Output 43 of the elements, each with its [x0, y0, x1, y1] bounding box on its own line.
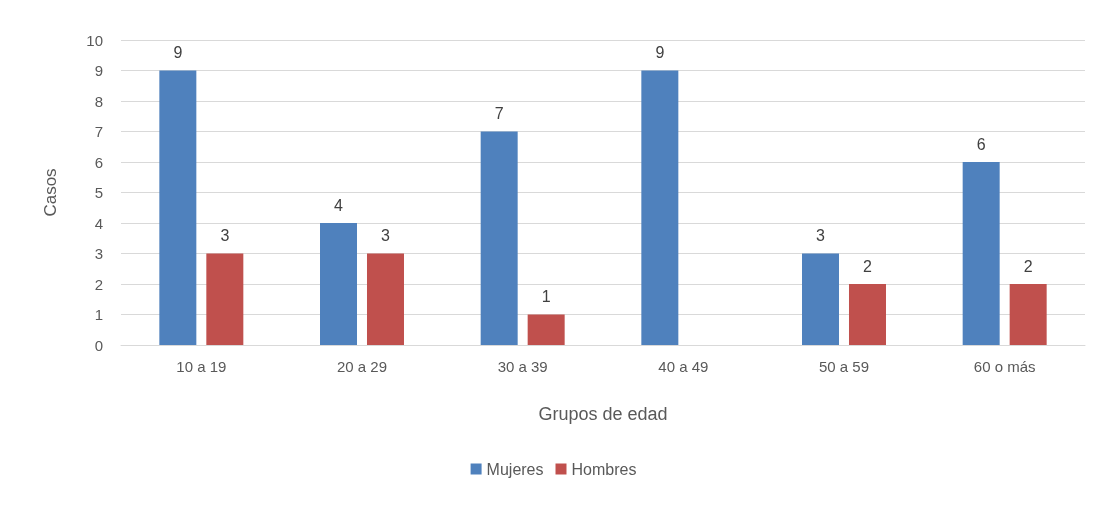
y-tick-label: 6 — [94, 153, 103, 171]
y-tick-label: 7 — [94, 123, 103, 140]
data-label: 2 — [1023, 257, 1033, 275]
bar — [641, 70, 679, 345]
y-tick-label: 4 — [94, 214, 103, 232]
legend-label: Mujeres — [486, 460, 544, 478]
data-label: 2 — [863, 257, 873, 275]
y-tick-label: 10 — [86, 31, 103, 49]
x-tick-label: 10 a 19 — [176, 358, 227, 375]
bar — [206, 253, 244, 345]
bar — [480, 131, 518, 345]
bar — [320, 223, 358, 345]
bar — [367, 253, 404, 345]
data-label: 3 — [381, 227, 391, 244]
data-label: 9 — [655, 44, 665, 61]
bar — [849, 284, 886, 345]
bar — [962, 162, 1000, 345]
data-label: 3 — [816, 227, 826, 244]
y-axis-title: Casos — [41, 168, 60, 217]
legend-label: Hombres — [571, 460, 637, 478]
bar — [1009, 284, 1047, 345]
y-tick-label: 0 — [94, 336, 103, 354]
bar — [159, 70, 197, 345]
data-label: 1 — [541, 288, 551, 305]
y-tick-label: 2 — [94, 275, 103, 293]
x-tick-label: 20 a 29 — [336, 358, 388, 375]
y-tick-label: 5 — [94, 184, 103, 201]
data-label: 4 — [334, 196, 344, 214]
bar — [802, 253, 840, 345]
data-label: 6 — [976, 135, 986, 153]
x-tick-label: 50 a 59 — [818, 358, 870, 375]
x-tick-label: 40 a 49 — [658, 358, 709, 375]
x-tick-label: 60 o más — [973, 358, 1036, 375]
data-label: 3 — [220, 227, 230, 244]
x-axis-title: Grupos de edad — [538, 404, 668, 424]
data-label: 9 — [173, 44, 183, 61]
y-tick-label: 1 — [94, 306, 103, 323]
y-tick-label: 9 — [94, 62, 103, 79]
bar — [527, 314, 565, 345]
data-label: 7 — [494, 105, 504, 122]
x-tick-label: 30 a 39 — [497, 358, 548, 375]
y-tick-label: 8 — [94, 92, 103, 110]
y-tick-label: 3 — [94, 245, 103, 262]
